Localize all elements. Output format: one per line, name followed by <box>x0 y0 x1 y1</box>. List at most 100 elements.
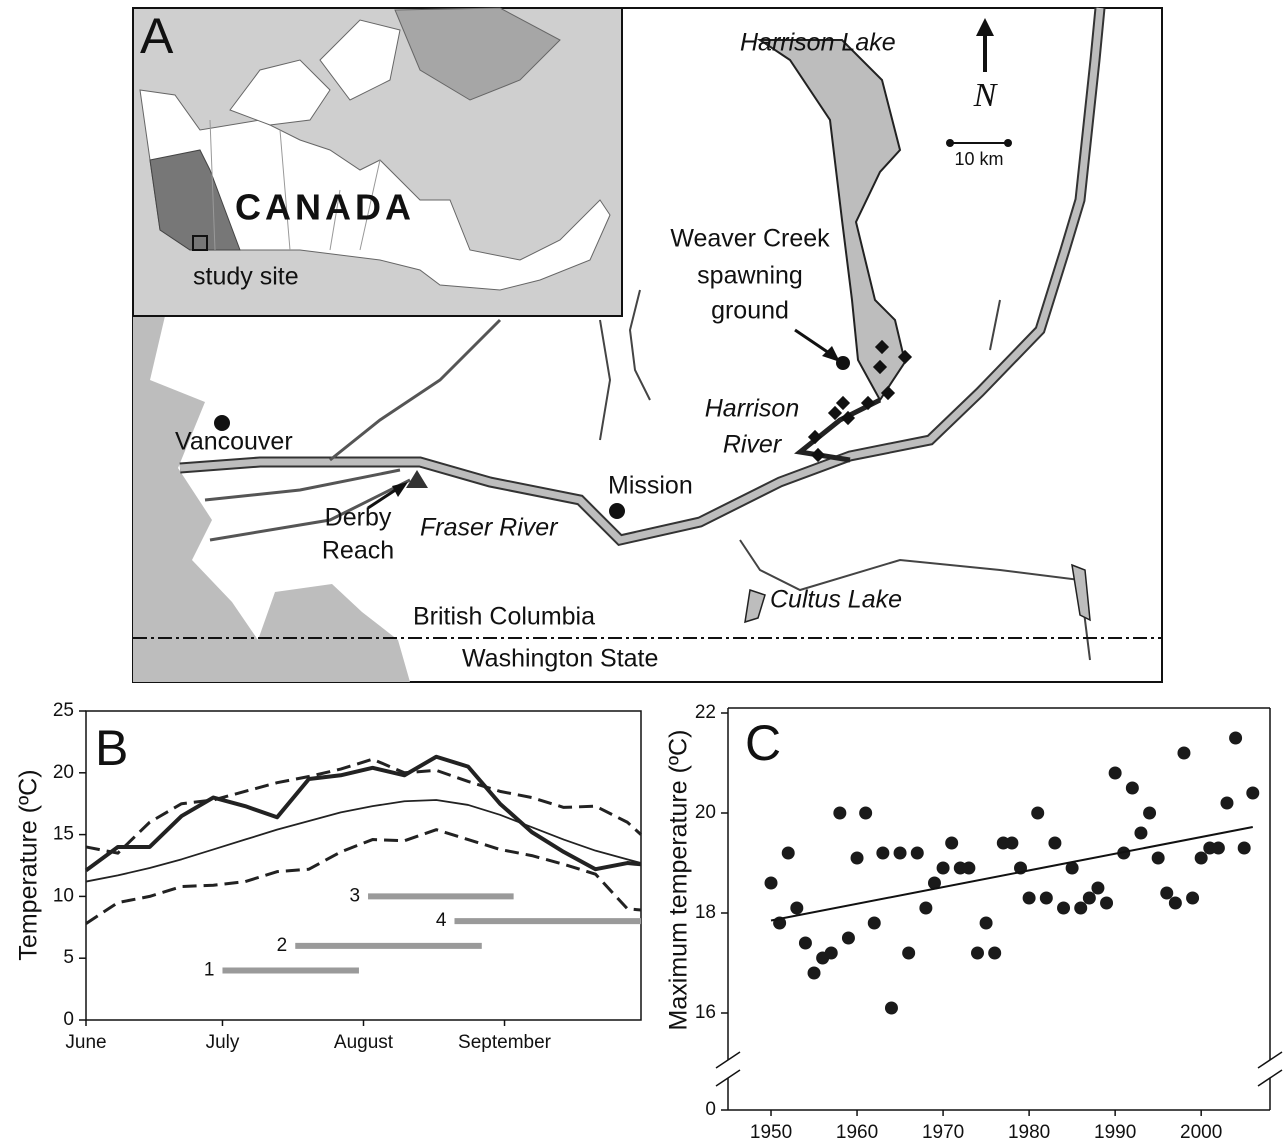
map-shape <box>149 149 241 251</box>
scatter-point <box>764 876 778 890</box>
scatter-point <box>970 946 984 960</box>
map-shape <box>204 318 502 542</box>
range-label: 2 <box>277 935 288 956</box>
map-shape <box>179 7 1104 544</box>
map-panel: CANADA study site A Harrison Lake N 10 k… <box>132 7 1163 683</box>
axis-break <box>715 1069 741 1087</box>
scatter-point <box>1082 891 1096 905</box>
line-series <box>85 828 642 925</box>
scatter-point <box>945 836 959 850</box>
north-label: N <box>973 77 999 114</box>
y-tick-label: 10 <box>53 885 74 906</box>
scatter-point <box>867 916 881 930</box>
scatter-point <box>884 1001 898 1015</box>
map-shape <box>209 119 381 251</box>
y-tick-label: 20 <box>695 802 716 823</box>
line-series <box>85 757 643 855</box>
map-shape <box>880 385 896 401</box>
scatter-point <box>1031 806 1045 820</box>
map-shape <box>319 19 401 101</box>
panel-letter: C <box>745 715 781 771</box>
x-tick-label: August <box>334 1032 394 1053</box>
x-tick-label: July <box>206 1032 240 1053</box>
y-tick-label: 0 <box>705 1099 716 1120</box>
map-shape <box>836 356 850 370</box>
map-shape <box>840 410 856 426</box>
scatter-point <box>807 966 821 980</box>
scatter-point <box>1005 836 1019 850</box>
scatter-point <box>1065 861 1079 875</box>
scatter-point <box>781 846 795 860</box>
place-label: British Columbia <box>413 603 595 631</box>
y-tick-label: 16 <box>695 1002 716 1023</box>
trend-line <box>770 826 1253 922</box>
scatter-point <box>1091 881 1105 895</box>
scatter-point <box>936 861 950 875</box>
scatter-point <box>824 946 838 960</box>
scale-label: 10 km <box>954 149 1003 169</box>
x-tick-label: 2000 <box>1180 1122 1222 1141</box>
y-tick-label: 5 <box>63 947 74 968</box>
inset-site: study site <box>193 263 299 291</box>
map-shape <box>946 139 954 147</box>
x-tick-label: 1950 <box>750 1122 792 1141</box>
place-label: Mission <box>608 472 693 500</box>
map-shape <box>872 359 888 375</box>
scatter-point <box>1151 851 1165 865</box>
range-label: 1 <box>204 960 215 981</box>
map-shape <box>214 415 230 431</box>
scatter-point <box>1022 891 1036 905</box>
scatter-point <box>910 846 924 860</box>
scatter-point <box>850 851 864 865</box>
map-shape <box>394 7 561 101</box>
scatter-point <box>979 916 993 930</box>
axis-break <box>1257 1051 1283 1069</box>
range-label: 4 <box>436 910 447 931</box>
axis-break <box>1257 1069 1283 1087</box>
map-shape <box>976 18 994 36</box>
x-tick-label: September <box>458 1032 552 1053</box>
y-tick-label: 25 <box>53 700 74 721</box>
axis-break <box>715 1051 741 1069</box>
range-label: 3 <box>349 885 360 906</box>
map-shape <box>756 39 907 402</box>
scatter-point <box>1186 891 1200 905</box>
scatter-point <box>1048 836 1062 850</box>
scatter-point <box>833 806 847 820</box>
scatter-point <box>893 846 907 860</box>
map-shape <box>392 482 408 497</box>
place-label: Harrison Lake <box>740 29 896 57</box>
map-shape <box>807 429 823 445</box>
place-label: Washington State <box>462 645 658 673</box>
map-shape <box>835 395 851 411</box>
x-tick-label: June <box>65 1032 106 1053</box>
map-shape <box>874 339 890 355</box>
place-label: River <box>723 431 783 459</box>
map-shape <box>609 503 625 519</box>
x-tick-label: 1990 <box>1094 1122 1136 1141</box>
scatter-point <box>1168 896 1182 910</box>
map-shape <box>807 339 913 463</box>
scatter-point <box>1229 731 1243 745</box>
frame <box>85 710 642 1021</box>
scatter-point <box>1177 746 1191 760</box>
scatter-point <box>962 861 976 875</box>
scatter-point <box>1160 886 1174 900</box>
place-label: ground <box>711 297 789 325</box>
y-tick-label: 20 <box>53 762 74 783</box>
map-shape <box>1071 563 1091 622</box>
y-tick-label: 0 <box>63 1009 74 1030</box>
scatter-point <box>1246 786 1260 800</box>
map-shape <box>559 79 1091 661</box>
place-label: Reach <box>322 537 394 565</box>
scatter-point <box>876 846 890 860</box>
scatter-point <box>1237 841 1251 855</box>
scatter-point <box>790 901 804 915</box>
scatter-point <box>1108 766 1122 780</box>
panel-letter: A <box>140 8 174 64</box>
map-shape <box>406 470 428 488</box>
map-shape <box>794 328 833 357</box>
place-label: Harrison <box>705 395 799 423</box>
